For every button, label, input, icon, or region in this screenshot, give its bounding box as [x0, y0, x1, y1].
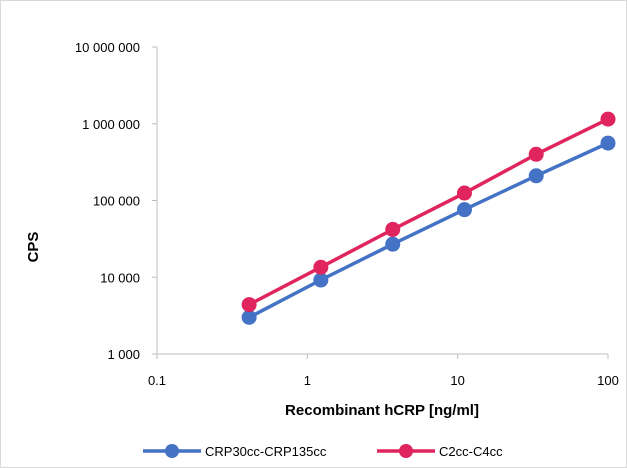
data-point — [528, 168, 544, 184]
data-point — [456, 185, 472, 201]
y-tick-label: 10 000 000 — [75, 40, 140, 55]
data-point — [456, 202, 472, 218]
legend-item-2: C2cc-C4cc — [377, 444, 503, 459]
x-tick-label: 1 — [304, 373, 311, 388]
data-point — [600, 135, 616, 151]
x-tick-label: 0.1 — [148, 373, 166, 388]
data-point — [528, 146, 544, 162]
legend-item-1: CRP30cc-CRP135cc — [143, 444, 327, 459]
data-point — [241, 309, 257, 325]
y-tick-label: 1 000 000 — [82, 117, 140, 132]
legend-label: CRP30cc-CRP135cc — [205, 444, 327, 459]
data-point — [600, 111, 616, 127]
data-point — [313, 259, 329, 275]
ticks-layer: 1 000 10 000 100 000 1 000 000 10 000 000 0.1… — [75, 40, 619, 388]
series-line — [248, 117, 609, 307]
series-2 — [241, 111, 616, 313]
axes-layer — [156, 47, 608, 355]
legend-marker — [165, 444, 179, 458]
series-1 — [241, 135, 616, 325]
legend-marker — [399, 444, 413, 458]
y-tick-label: 100 000 — [93, 194, 140, 209]
data-point — [241, 297, 257, 313]
legend-label: C2cc-C4cc — [439, 444, 503, 459]
data-point — [313, 272, 329, 288]
legend: CRP30cc-CRP135cc C2cc-C4cc — [143, 444, 503, 459]
x-tick-label: 10 — [450, 373, 464, 388]
data-point — [385, 236, 401, 252]
series-line — [248, 141, 609, 319]
data-point — [385, 221, 401, 237]
series-layer — [241, 111, 616, 325]
y-tick-label: 10 000 — [100, 270, 140, 285]
y-tick-label: 1 000 — [107, 347, 140, 362]
y-axis-title: CPS — [25, 232, 42, 263]
x-tick-label: 100 — [597, 373, 619, 388]
x-axis-title: Recombinant hCRP [ng/ml] — [285, 402, 479, 419]
